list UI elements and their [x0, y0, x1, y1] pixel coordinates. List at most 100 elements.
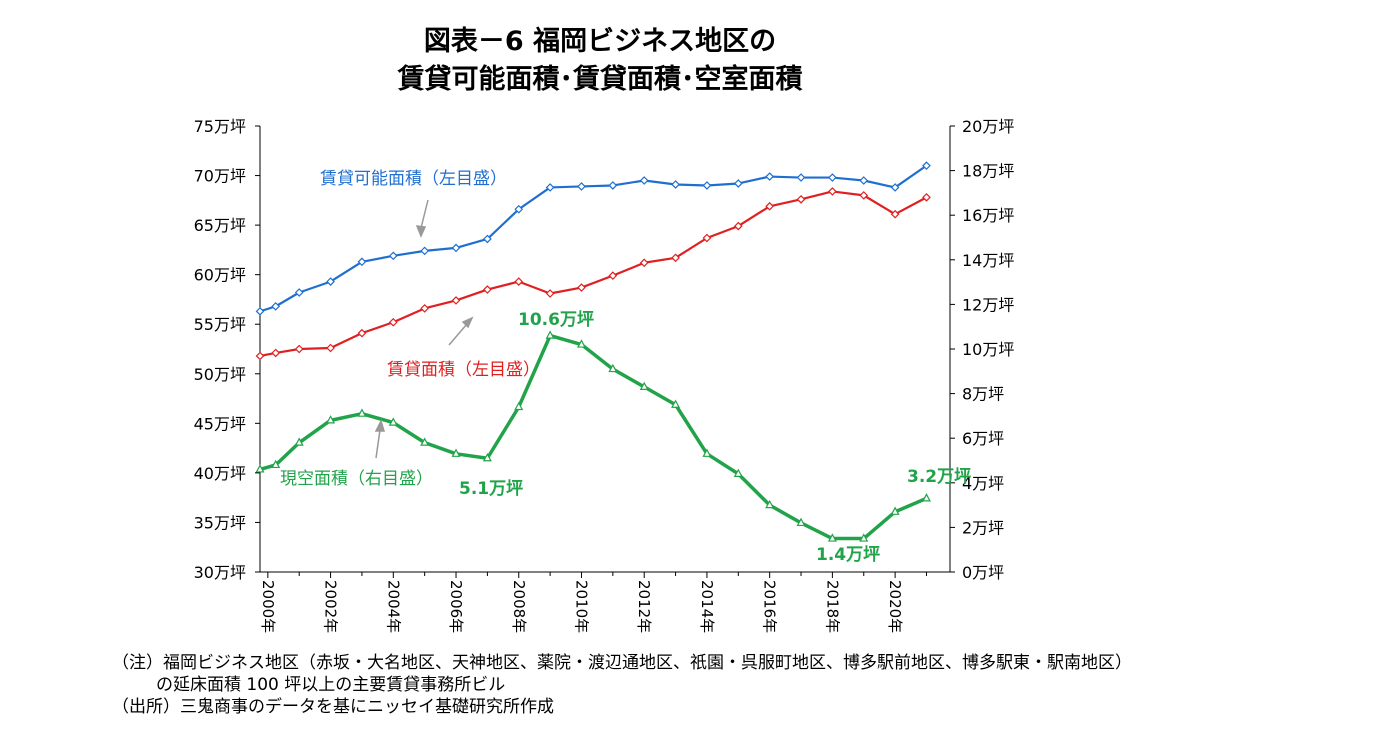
note-line1: （注）福岡ビジネス地区（赤坂・大名地区、天神地区、薬院・渡辺通地区、祇園・呉服町…: [112, 653, 1132, 673]
chart-title-line1: 図表－6 福岡ビジネス地区の: [423, 26, 777, 57]
series-point-0: [890, 183, 900, 192]
x-tick-label: 2014年: [698, 580, 716, 633]
series-point-1: [922, 193, 931, 202]
x-tick-label: 2000年: [259, 580, 277, 633]
series-point-0: [294, 288, 304, 297]
series-point-2: [271, 459, 281, 469]
arrow-rentable: [415, 199, 429, 238]
series-point-0: [765, 172, 775, 181]
series-point-1: [859, 191, 869, 200]
label-leased-area: 賃貸面積（左目盛）: [387, 360, 540, 380]
y-right-tick-label: 2万坪: [962, 518, 1004, 537]
series-point-2: [357, 408, 367, 417]
series-point-1: [733, 221, 743, 231]
series-point-0: [859, 176, 869, 185]
annotation-peak: 10.6万坪: [518, 310, 594, 330]
series-point-0: [451, 243, 461, 253]
label-vacant-area: 現空面積（右目盛）: [280, 469, 433, 489]
series-point-1: [326, 343, 335, 353]
series-point-0: [608, 181, 618, 190]
arrow-vacant: [374, 418, 386, 459]
series-line-2: [259, 333, 928, 541]
y-right-tick-label: 14万坪: [962, 251, 1014, 270]
series-point-1: [890, 209, 900, 219]
series-point-1: [765, 201, 775, 211]
series-point-2: [827, 533, 837, 542]
series-point-2: [326, 415, 336, 424]
series-point-0: [255, 306, 265, 316]
series-point-0: [483, 234, 492, 244]
series-point-1: [608, 271, 618, 281]
label-rentable-area: 賃貸可能面積（左目盛）: [320, 169, 507, 189]
series-point-2: [294, 437, 304, 446]
series-point-0: [388, 251, 398, 261]
series-point-2: [545, 330, 555, 339]
series-point-0: [326, 277, 335, 286]
y-left-tick-label: 45万坪: [194, 414, 246, 433]
series-point-1: [545, 289, 555, 298]
series-markers: [255, 161, 931, 542]
series-point-2: [255, 464, 265, 473]
y-right-tick-label: 20万坪: [962, 117, 1014, 136]
x-tick-label: 2006年: [447, 580, 465, 633]
series-point-1: [271, 348, 281, 358]
series-point-0: [702, 181, 712, 190]
series-point-0: [514, 204, 524, 214]
y-right-tick-label: 16万坪: [962, 206, 1014, 225]
series-point-1: [671, 253, 680, 263]
series-point-2: [420, 437, 430, 446]
note-line2: の延床面積 100 坪以上の主要賃貸事務所ビル: [156, 675, 506, 695]
series-point-0: [671, 180, 680, 189]
y-right-tick-label: 4万坪: [962, 474, 1004, 493]
series-point-0: [796, 173, 806, 182]
series-point-2: [451, 448, 461, 457]
y-right-tick-label: 10万坪: [962, 340, 1014, 359]
series-point-0: [420, 246, 430, 256]
series-point-2: [859, 533, 869, 542]
x-tick-label: 2018年: [823, 580, 841, 633]
axes: 30万坪 35万坪 40万坪 45万坪 50万坪 55万坪 60万坪 65万坪 70万坪 75万坪…: [194, 117, 1015, 633]
notes: （注）福岡ビジネス地区（赤坂・大名地区、天神地区、薬院・渡辺通地区、祇園・呉服町…: [112, 652, 1132, 718]
y-right-tick-label: 0万坪: [962, 563, 1004, 582]
x-tick-label: 2012年: [635, 580, 653, 633]
x-tick-label: 2020年: [886, 580, 904, 633]
x-tick-label: 2002年: [322, 580, 340, 633]
series-point-1: [451, 296, 461, 305]
arrow-leased: [448, 316, 474, 346]
series-point-2: [576, 339, 586, 348]
series-point-1: [357, 328, 367, 338]
series-point-2: [702, 448, 712, 457]
series-point-2: [388, 417, 398, 426]
y-left-tick-label: 40万坪: [194, 464, 246, 483]
series-point-0: [357, 257, 367, 267]
y-left-tick-label: 65万坪: [194, 216, 246, 235]
series-point-1: [514, 277, 524, 286]
series-point-2: [514, 401, 524, 411]
y-left-tick-label: 55万坪: [194, 315, 246, 334]
series-point-1: [294, 344, 304, 354]
y-left-tick-label: 30万坪: [194, 563, 246, 582]
series-point-0: [639, 176, 649, 185]
series-point-1: [255, 351, 265, 361]
annotation-last: 3.2万坪: [907, 467, 971, 487]
series-point-1: [828, 187, 837, 196]
y-left-tick-label: 50万坪: [194, 365, 246, 384]
series-point-0: [577, 182, 586, 191]
y-right-tick-label: 18万坪: [962, 162, 1014, 181]
series-point-2: [733, 468, 743, 477]
series-point-1: [483, 285, 492, 294]
series-point-0: [922, 161, 931, 170]
x-tick-label: 2008年: [510, 580, 528, 633]
y-left-tick-label: 35万坪: [194, 513, 246, 532]
annotation-low-2007: 5.1万坪: [459, 479, 523, 499]
annotation-low-2019: 1.4万坪: [816, 545, 880, 565]
y-left-tick-label: 75万坪: [194, 117, 246, 136]
series-point-2: [671, 399, 681, 408]
series-point-0: [271, 302, 281, 311]
x-tick-label: 2010年: [572, 580, 590, 633]
x-tick-label: 2016年: [761, 580, 779, 633]
series-point-1: [702, 233, 712, 243]
series-point-1: [577, 283, 586, 292]
series-point-2: [639, 381, 649, 391]
